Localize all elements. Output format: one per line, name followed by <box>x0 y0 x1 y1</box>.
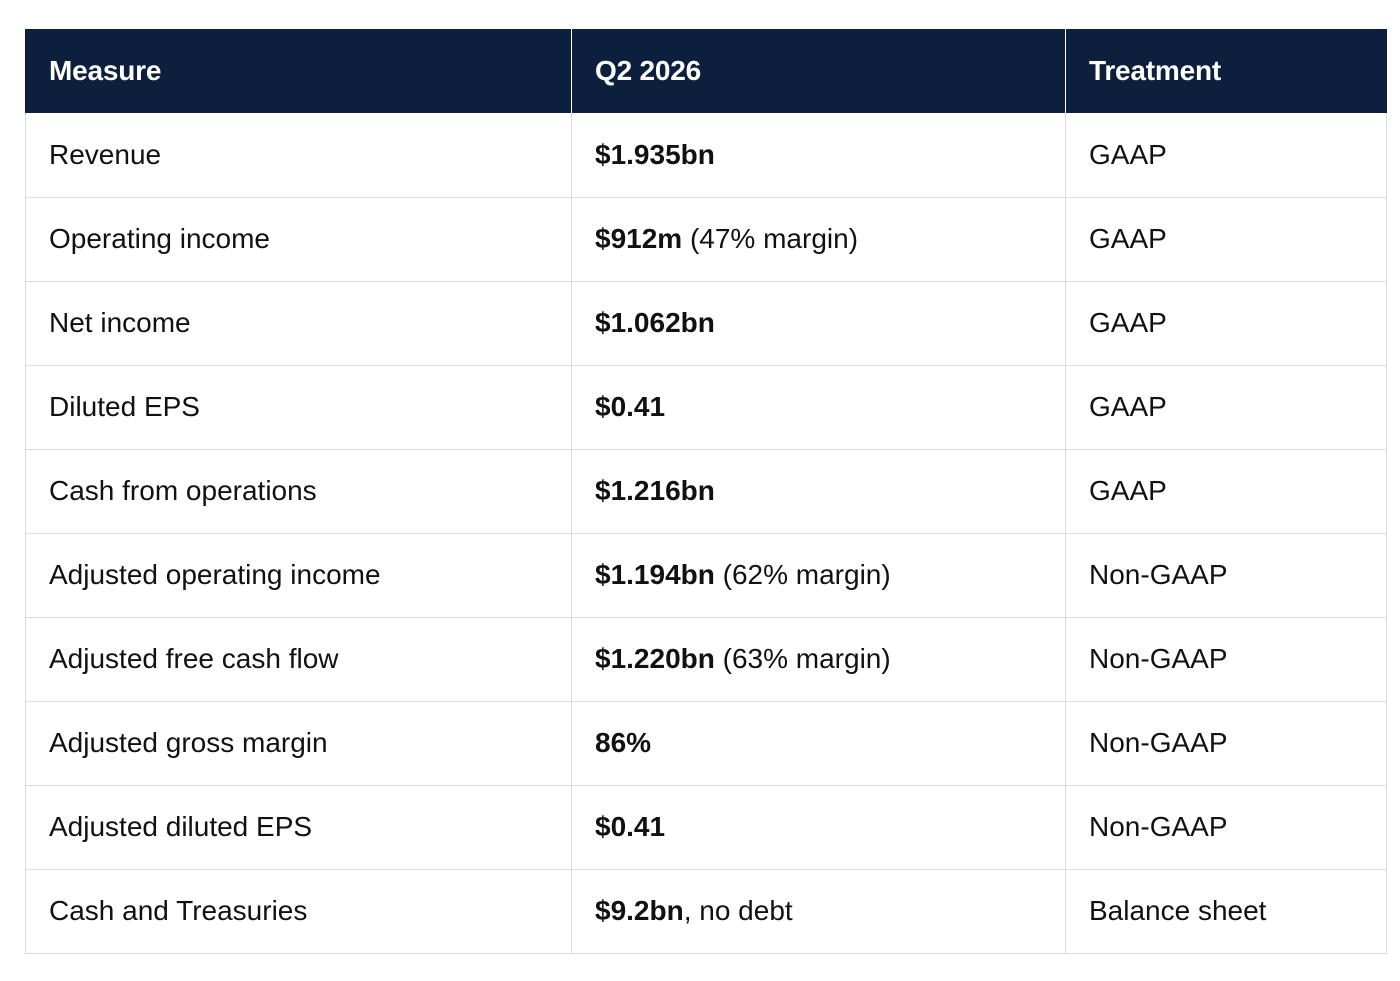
financial-summary-table: Measure Q2 2026 Treatment Revenue $1.935… <box>25 29 1387 954</box>
measure-cell: Cash from operations <box>25 448 572 534</box>
treatment-cell: GAAP <box>1065 448 1387 534</box>
value-detail: (63% margin) <box>714 643 891 674</box>
value-primary: $1.194bn <box>595 559 715 590</box>
measure-cell: Adjusted diluted EPS <box>25 784 572 870</box>
value-cell: $1.216bn <box>571 448 1066 534</box>
value-detail: , no debt <box>683 895 793 926</box>
value-primary: $9.2bn <box>595 895 684 926</box>
table-row: Diluted EPS $0.41 GAAP <box>25 364 1387 450</box>
value-cell: $912m (47% margin) <box>571 196 1066 282</box>
value-detail: (47% margin) <box>682 223 859 254</box>
measure-cell: Adjusted gross margin <box>25 700 572 786</box>
value-primary: $0.41 <box>595 391 666 422</box>
treatment-cell: Non-GAAP <box>1065 532 1387 618</box>
value-cell: $1.194bn (62% margin) <box>571 532 1066 618</box>
table-header-row: Measure Q2 2026 Treatment <box>25 29 1387 113</box>
value-cell: $9.2bn, no debt <box>571 868 1066 954</box>
value-detail: (62% margin) <box>714 559 891 590</box>
value-cell: $0.41 <box>571 784 1066 870</box>
treatment-cell: Non-GAAP <box>1065 700 1387 786</box>
table-row: Operating income $912m (47% margin) GAAP <box>25 196 1387 282</box>
measure-cell: Revenue <box>25 113 572 198</box>
table-row: Net income $1.062bn GAAP <box>25 280 1387 366</box>
value-primary: 86% <box>595 727 652 758</box>
table-row: Revenue $1.935bn GAAP <box>25 113 1387 198</box>
measure-cell: Adjusted operating income <box>25 532 572 618</box>
column-header-period: Q2 2026 <box>571 29 1066 113</box>
treatment-cell: Balance sheet <box>1065 868 1387 954</box>
value-primary: $912m <box>595 223 683 254</box>
table-row: Cash from operations $1.216bn GAAP <box>25 448 1387 534</box>
column-header-treatment: Treatment <box>1065 29 1387 113</box>
table-row: Adjusted free cash flow $1.220bn (63% ma… <box>25 616 1387 702</box>
treatment-cell: Non-GAAP <box>1065 616 1387 702</box>
table-row: Cash and Treasuries $9.2bn, no debt Bala… <box>25 868 1387 954</box>
treatment-cell: GAAP <box>1065 364 1387 450</box>
table-row: Adjusted gross margin 86% Non-GAAP <box>25 700 1387 786</box>
value-primary: $1.216bn <box>595 475 715 506</box>
measure-cell: Adjusted free cash flow <box>25 616 572 702</box>
measure-cell: Cash and Treasuries <box>25 868 572 954</box>
treatment-cell: Non-GAAP <box>1065 784 1387 870</box>
value-cell: $1.935bn <box>571 113 1066 198</box>
treatment-cell: GAAP <box>1065 280 1387 366</box>
financial-summary-table-container: Measure Q2 2026 Treatment Revenue $1.935… <box>25 29 1387 954</box>
value-cell: $1.062bn <box>571 280 1066 366</box>
value-primary: $1.062bn <box>595 307 715 338</box>
value-primary: $0.41 <box>595 811 666 842</box>
value-cell: $0.41 <box>571 364 1066 450</box>
measure-cell: Net income <box>25 280 572 366</box>
table-row: Adjusted operating income $1.194bn (62% … <box>25 532 1387 618</box>
value-primary: $1.935bn <box>595 138 715 170</box>
value-cell: 86% <box>571 700 1066 786</box>
value-primary: $1.220bn <box>595 643 715 674</box>
column-header-measure: Measure <box>25 29 572 113</box>
measure-cell: Diluted EPS <box>25 364 572 450</box>
table-row: Adjusted diluted EPS $0.41 Non-GAAP <box>25 784 1387 870</box>
value-cell: $1.220bn (63% margin) <box>571 616 1066 702</box>
treatment-cell: GAAP <box>1065 113 1387 198</box>
treatment-cell: GAAP <box>1065 196 1387 282</box>
measure-cell: Operating income <box>25 196 572 282</box>
